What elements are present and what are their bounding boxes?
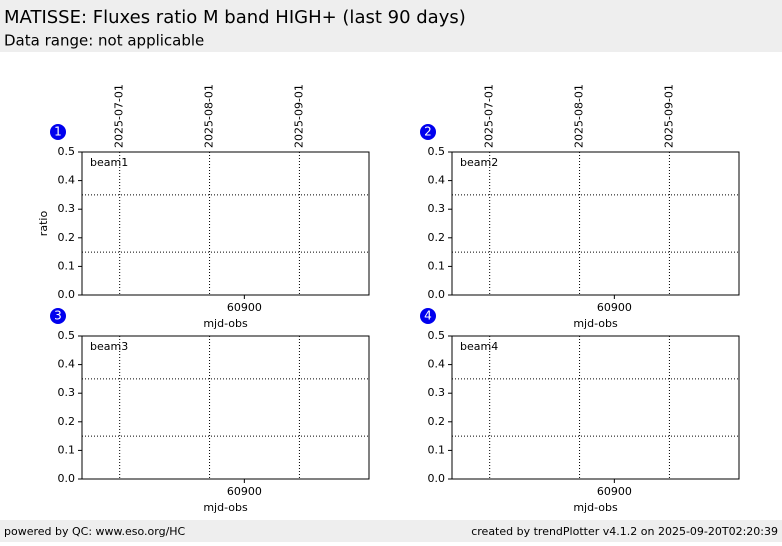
y-tick-label: 0.1 bbox=[58, 443, 76, 456]
panel-label: beam3 bbox=[90, 340, 128, 353]
y-tick-label: 0.4 bbox=[58, 358, 76, 371]
x-axis-label: mjd-obs bbox=[573, 317, 618, 330]
y-tick-label: 0.2 bbox=[428, 415, 446, 428]
panel-badge-label: 3 bbox=[54, 309, 62, 323]
y-tick-label: 0.2 bbox=[58, 231, 76, 244]
y-tick-label: 0.0 bbox=[428, 472, 446, 485]
date-tick-label: 2025-08-01 bbox=[573, 84, 586, 148]
x-tick-label: 60900 bbox=[227, 301, 262, 314]
panel-badge-label: 4 bbox=[424, 309, 432, 323]
y-axis-label: ratio bbox=[37, 211, 50, 237]
x-axis-label: mjd-obs bbox=[573, 501, 618, 514]
plot-area bbox=[81, 335, 370, 480]
plot-area bbox=[451, 335, 740, 480]
panel-badge bbox=[50, 308, 66, 324]
footer-left: powered by QC: www.eso.org/HC bbox=[4, 525, 186, 538]
date-tick-label: 2025-09-01 bbox=[292, 84, 305, 148]
y-tick-label: 0.3 bbox=[428, 386, 446, 399]
panel-label: beam4 bbox=[460, 340, 498, 353]
panel-badge bbox=[50, 124, 66, 140]
panel-label: beam2 bbox=[460, 156, 498, 169]
y-tick-label: 0.0 bbox=[428, 288, 446, 301]
x-axis-label: mjd-obs bbox=[203, 501, 248, 514]
x-tick-label: 60900 bbox=[597, 485, 632, 498]
date-tick-label: 2025-07-01 bbox=[483, 84, 496, 148]
y-tick-label: 0.0 bbox=[58, 472, 76, 485]
date-tick-label: 2025-09-01 bbox=[662, 84, 675, 148]
y-tick-label: 0.3 bbox=[428, 202, 446, 215]
y-tick-label: 0.0 bbox=[58, 288, 76, 301]
y-tick-label: 0.4 bbox=[428, 358, 446, 371]
x-tick-label: 60900 bbox=[597, 301, 632, 314]
date-tick-label: 2025-07-01 bbox=[113, 84, 126, 148]
panel-badge-label: 2 bbox=[424, 125, 432, 139]
y-tick-label: 0.4 bbox=[428, 174, 446, 187]
y-tick-label: 0.5 bbox=[58, 329, 76, 342]
y-tick-label: 0.1 bbox=[428, 443, 446, 456]
panel-label: beam1 bbox=[90, 156, 128, 169]
footer-band bbox=[0, 520, 782, 542]
y-tick-label: 0.3 bbox=[58, 202, 76, 215]
page-subtitle: Data range: not applicable bbox=[4, 32, 204, 50]
panel-badge bbox=[420, 124, 436, 140]
x-axis-label: mjd-obs bbox=[203, 317, 248, 330]
y-tick-label: 0.5 bbox=[58, 145, 76, 158]
y-tick-label: 0.5 bbox=[428, 145, 446, 158]
footer-right: created by trendPlotter v4.1.2 on 2025-0… bbox=[471, 525, 778, 538]
y-tick-label: 0.2 bbox=[428, 231, 446, 244]
plot-area bbox=[451, 151, 740, 296]
date-tick-label: 2025-08-01 bbox=[203, 84, 216, 148]
plot-area bbox=[81, 151, 370, 296]
y-tick-label: 0.1 bbox=[58, 259, 76, 272]
panel-badge-label: 1 bbox=[54, 125, 62, 139]
y-tick-label: 0.5 bbox=[428, 329, 446, 342]
header-band bbox=[0, 0, 782, 52]
y-tick-label: 0.3 bbox=[58, 386, 76, 399]
y-tick-label: 0.1 bbox=[428, 259, 446, 272]
panel-badge bbox=[420, 308, 436, 324]
y-tick-label: 0.2 bbox=[58, 415, 76, 428]
y-tick-label: 0.4 bbox=[58, 174, 76, 187]
x-tick-label: 60900 bbox=[227, 485, 262, 498]
page-title: MATISSE: Fluxes ratio M band HIGH+ (last… bbox=[4, 7, 466, 28]
